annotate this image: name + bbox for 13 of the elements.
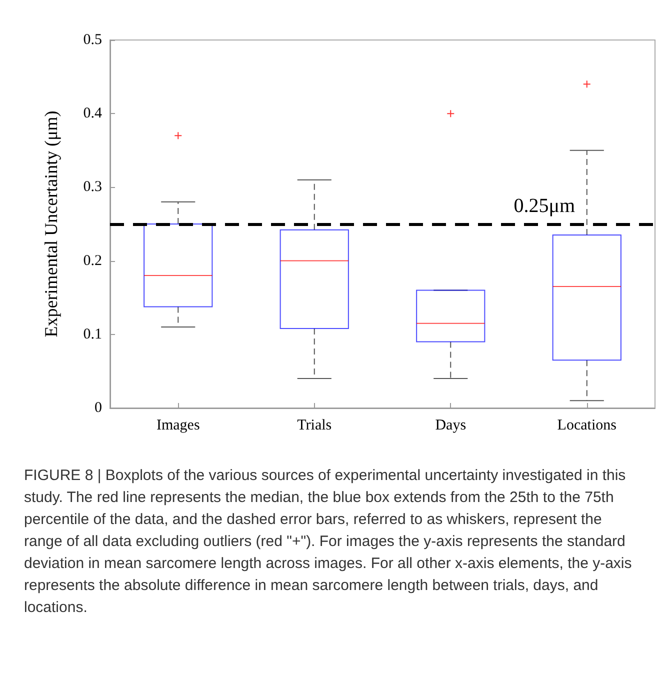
x-tick-label: Days (435, 418, 466, 434)
y-tick-label: 0.5 (83, 32, 102, 48)
y-tick-label: 0.2 (83, 252, 102, 269)
y-tick-label: 0 (94, 400, 102, 416)
y-tick-label: 0.4 (83, 106, 102, 122)
y-tick-label: 0.3 (83, 179, 102, 196)
x-tick-label: Trials (297, 418, 332, 434)
ref-line-label: 0.25μm (514, 195, 576, 217)
y-tick-label: 0.1 (83, 326, 102, 342)
y-axis-title: Experimental Uncertainty (μm) (41, 110, 61, 338)
x-tick-label: Locations (557, 418, 617, 434)
x-tick-label: Images (156, 418, 200, 434)
caption: FIGURE 8 | Boxplots of the various sources of experimental uncertainty investigated in this study. The red line represents the median, the blue box extends from the 25th to the 75th percentile of the data, and the dashed error bars, referred to as whiskers, represent the range of all data excluding outliers (red "+"). For images the y-axis represents the standard deviation in mean sarcomere length across images. For all other x-axis elements, the y-axis represents the absolute difference in mean sarcomere length between trials, days, and locations. (24, 466, 633, 618)
